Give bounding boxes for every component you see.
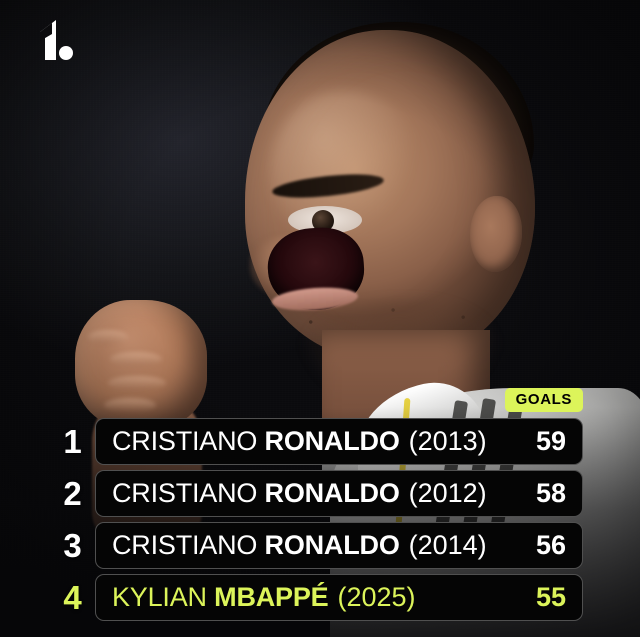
season-year: (2013): [408, 426, 487, 456]
rank-pill: KYLIAN MBAPPÉ (2025) 55: [95, 574, 583, 621]
player-name: CRISTIANO RONALDO: [112, 480, 400, 507]
rank-number: 1: [63, 423, 82, 460]
player-last-name: RONALDO: [264, 426, 400, 456]
player-name: CRISTIANO RONALDO: [112, 532, 400, 559]
rank-number: 2: [63, 475, 82, 512]
ranking-row[interactable]: 1 CRISTIANO RONALDO (2013) 59: [0, 418, 640, 465]
season-year: (2014): [408, 530, 487, 560]
player-last-name: RONALDO: [264, 478, 400, 508]
ranking-row-highlighted[interactable]: 4 KYLIAN MBAPPÉ (2025) 55: [0, 574, 640, 621]
goals-value: 58: [535, 478, 566, 508]
season-year: (2012): [408, 478, 487, 508]
rank-number: 3: [63, 527, 82, 564]
ranking-list: 1 CRISTIANO RONALDO (2013) 59 2 CRISTIAN…: [0, 418, 640, 626]
player-first-name: CRISTIANO: [112, 530, 258, 560]
goals-column-badge: GOALS: [504, 388, 583, 413]
season-year: (2025): [337, 582, 416, 612]
player-last-name: MBAPPÉ: [214, 582, 329, 612]
player-first-name: CRISTIANO: [112, 478, 258, 508]
ranking-row[interactable]: 2 CRISTIANO RONALDO (2012) 58: [0, 470, 640, 517]
player-first-name: KYLIAN: [112, 582, 207, 612]
player-last-name: RONALDO: [264, 530, 400, 560]
goals-value: 55: [535, 582, 566, 612]
rank-pill: CRISTIANO RONALDO (2014) 56: [95, 522, 583, 569]
rank-number: 4: [63, 579, 82, 616]
rank-pill: CRISTIANO RONALDO (2013) 59: [95, 418, 583, 465]
ranking-row[interactable]: 3 CRISTIANO RONALDO (2014) 56: [0, 522, 640, 569]
rank-pill: CRISTIANO RONALDO (2012) 58: [95, 470, 583, 517]
player-name: CRISTIANO RONALDO: [112, 428, 400, 455]
onefootball-logo[interactable]: [30, 14, 80, 64]
player-first-name: CRISTIANO: [112, 426, 258, 456]
player-name: KYLIAN MBAPPÉ: [112, 582, 329, 612]
goals-value: 56: [535, 530, 566, 560]
goals-value: 59: [535, 426, 566, 456]
